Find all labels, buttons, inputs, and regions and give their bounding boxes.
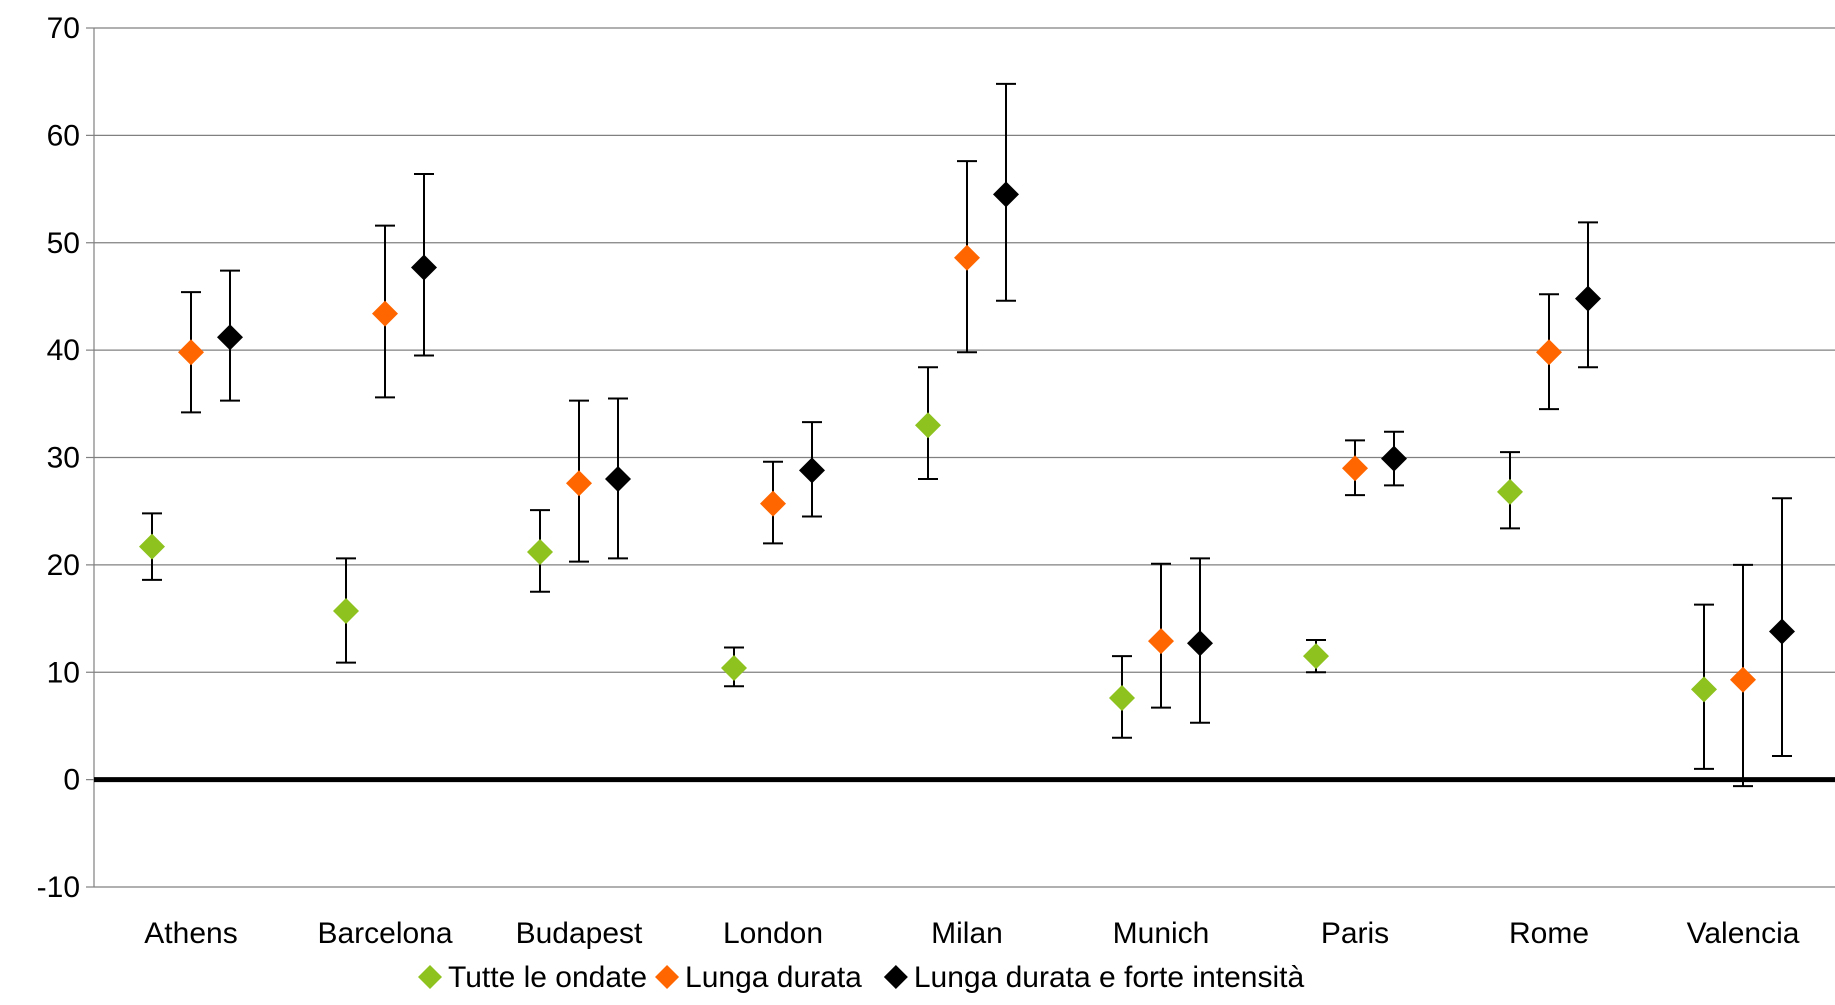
series-layer: [139, 82, 1795, 788]
legend-label: Lunga durata e forte intensità: [914, 961, 1305, 994]
y-tick-label: 50: [47, 227, 80, 260]
data-point: [1187, 630, 1213, 657]
data-point: [1109, 685, 1135, 712]
category-label: Budapest: [516, 917, 643, 950]
data-point: [993, 181, 1019, 208]
data-point: [721, 654, 747, 681]
data-point: [1575, 285, 1601, 312]
data-point: [1769, 618, 1795, 645]
gridlines: [94, 27, 1835, 888]
data-point: [1303, 643, 1329, 670]
data-point: [954, 244, 980, 271]
data-point: [760, 490, 786, 517]
y-tick-label: 0: [63, 764, 80, 797]
category-label: Barcelona: [317, 917, 452, 950]
series-2: [178, 160, 1756, 788]
legend-item-3: Lunga durata e forte intensità: [883, 961, 1305, 994]
y-tick-label: 60: [47, 119, 80, 152]
legend-marker: [883, 965, 908, 989]
category-label: Milan: [931, 917, 1003, 950]
data-point: [372, 300, 398, 327]
y-tick-label: 30: [47, 442, 80, 475]
data-point: [605, 465, 631, 492]
category-label: Valencia: [1687, 917, 1800, 950]
category-label: Rome: [1509, 917, 1589, 950]
data-point: [1148, 628, 1174, 655]
data-point: [411, 254, 437, 281]
data-point: [1342, 455, 1368, 482]
series-3: [217, 82, 1795, 758]
y-tick-label: -10: [37, 871, 80, 904]
legend: Tutte le ondate Lunga durata Lunga durata …: [418, 961, 1304, 994]
y-tick-label: 10: [47, 656, 80, 689]
data-point: [217, 324, 243, 351]
data-point: [527, 538, 553, 565]
axes: -10 0 10 20 30 40 50 60 70: [37, 12, 1835, 904]
legend-marker: [655, 965, 680, 989]
category-label: Paris: [1321, 917, 1389, 950]
data-point: [1497, 478, 1523, 505]
data-point: [566, 470, 592, 497]
data-point: [915, 412, 941, 439]
data-point: [1381, 445, 1407, 472]
data-point: [799, 457, 825, 484]
legend-marker: [418, 965, 442, 989]
category-label: Athens: [144, 917, 237, 950]
data-point: [1691, 676, 1717, 703]
legend-label: Lunga durata: [685, 961, 862, 994]
category-label: London: [723, 917, 823, 950]
data-point: [139, 533, 165, 560]
legend-item-2: Lunga durata: [655, 961, 862, 994]
category-label: Munich: [1113, 917, 1210, 950]
data-point: [1730, 666, 1756, 693]
y-tick-label: 20: [47, 549, 80, 582]
legend-item-1: Tutte le ondate: [418, 961, 647, 994]
data-point: [333, 598, 359, 625]
data-point: [178, 339, 204, 366]
data-point: [1536, 339, 1562, 366]
series-1: [139, 366, 1717, 770]
y-tick-label: 40: [47, 334, 80, 367]
y-tick-label: 70: [47, 12, 80, 45]
category-labels: Athens Barcelona Budapest London Milan Munich…: [144, 917, 1799, 950]
legend-label: Tutte le ondate: [448, 961, 647, 994]
